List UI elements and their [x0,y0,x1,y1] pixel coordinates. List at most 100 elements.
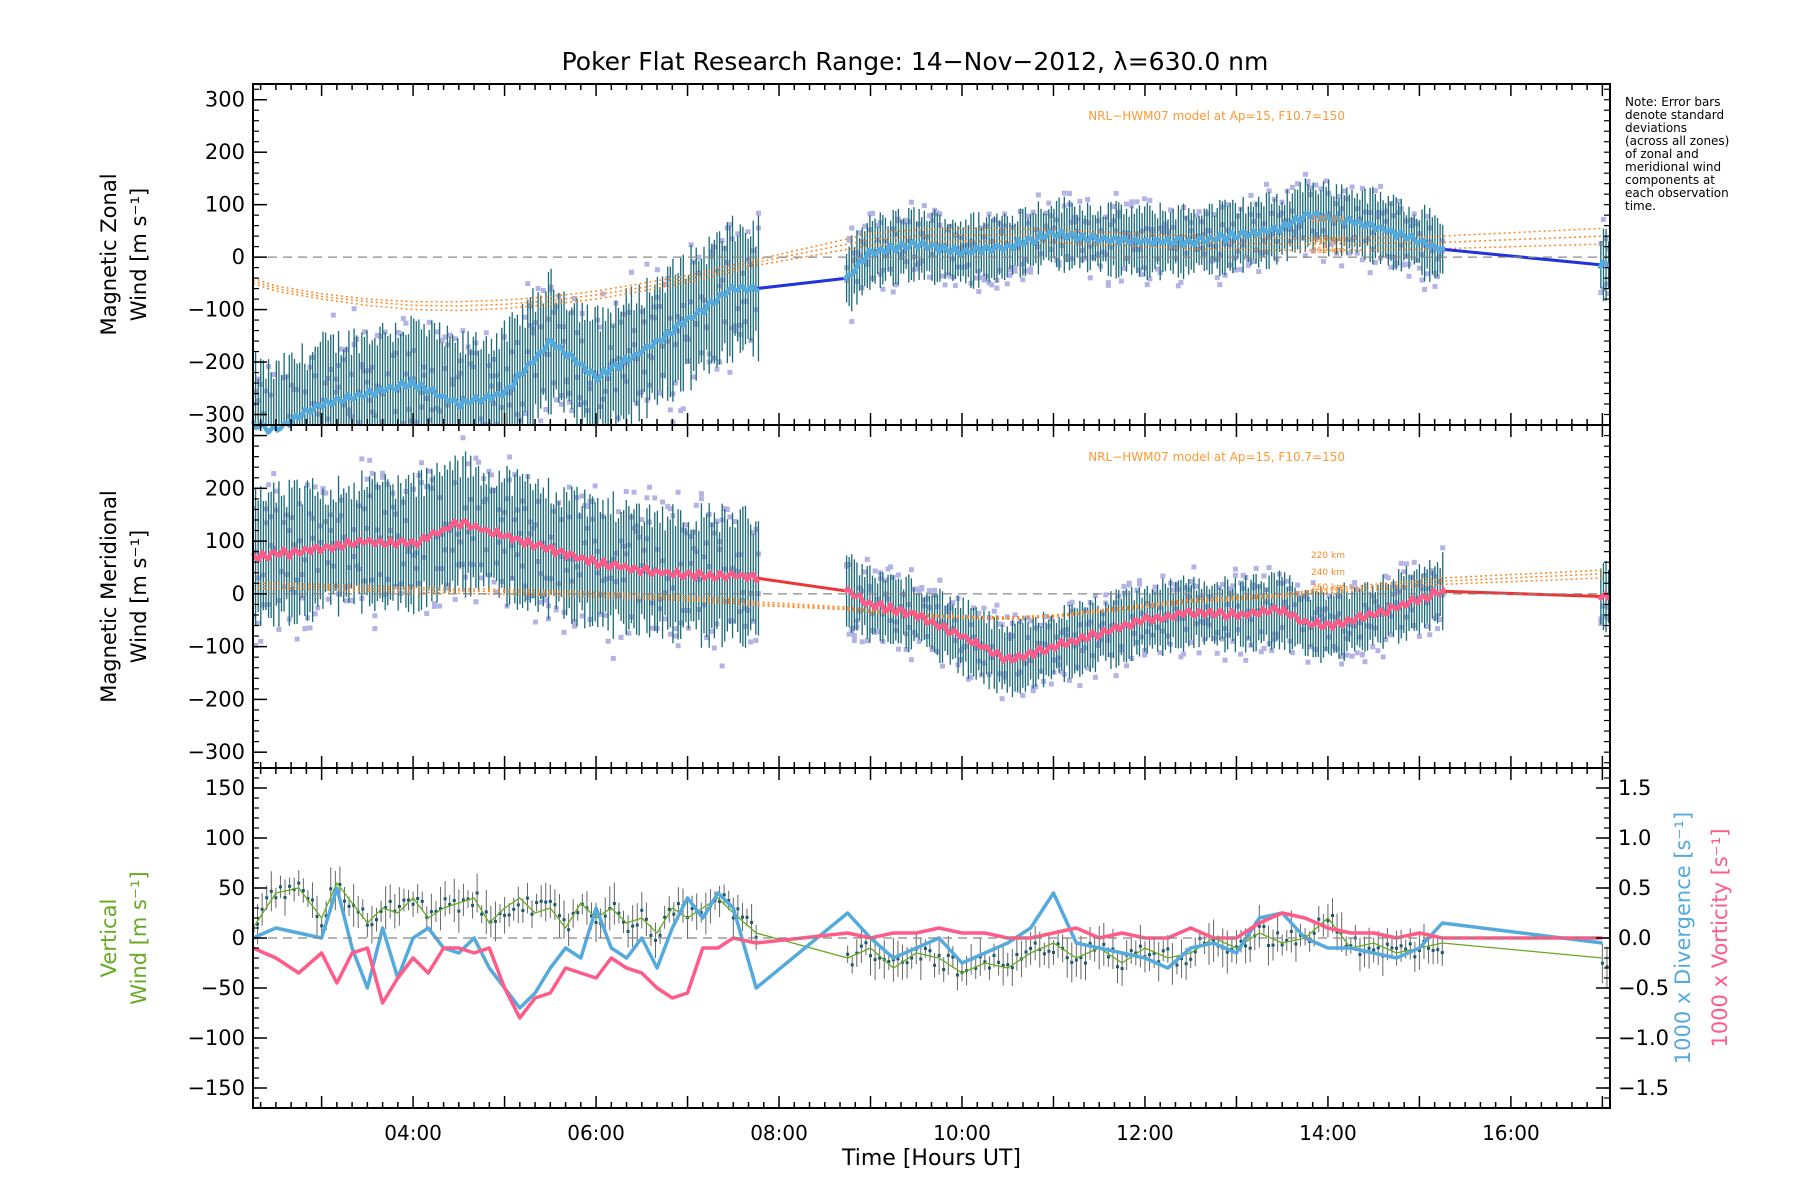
scatter-point [1124,663,1130,669]
vertical-point [690,906,694,910]
y2-tick-label: 1.0 [1618,826,1651,850]
model-height-label: 260 km [1311,583,1345,593]
scatter-point [344,432,349,437]
scatter-point [592,483,598,489]
scatter-point [294,636,300,642]
scatter-point [1212,212,1218,218]
scatter-point [1383,573,1389,579]
scatter-point [709,628,715,634]
interpolated-mean-line [756,276,848,291]
scatter-point [1012,265,1018,271]
scatter-point [593,451,598,456]
scatter-point [1191,564,1197,570]
scatter-point [1152,584,1158,590]
scatter-point [869,210,875,216]
scatter-point [476,459,482,465]
scatter-point [307,625,313,631]
scatter-point [566,484,572,490]
scatter-point [1232,572,1238,578]
scatter-point [921,203,927,209]
vertical-point [370,923,374,927]
vertical-point [910,956,914,960]
chart-title: Poker Flat Research Range: 14−Nov−2012, … [562,47,1269,76]
scatter-point [680,406,686,412]
y-axis-label: Vertical [97,899,121,978]
scatter-point [1310,580,1316,586]
vertical-point [407,898,411,902]
y-tick-label: 150 [205,776,245,800]
vertical-point [1605,965,1609,969]
scatter-point [691,374,697,380]
scatter-point [623,488,629,494]
scatter-point [282,429,287,434]
y-tick-label: 200 [205,476,245,500]
note-line: time. [1625,199,1656,213]
scatter-point [994,285,1000,291]
vertical-point [1440,951,1444,955]
vertical-point [1427,946,1431,950]
scatter-point [320,457,325,462]
vertical-point [905,961,909,965]
vertical-point [1239,939,1243,943]
scatter-point [849,319,855,325]
scatter-point [618,634,624,640]
vertical-point [1047,949,1051,953]
vertical-point [1344,944,1348,948]
note-line: deviations [1625,121,1687,135]
vertical-point [498,912,502,916]
scatter-point [1349,653,1355,659]
scatter-point [452,596,458,602]
scatter-point [1318,186,1324,192]
scatter-point [1168,207,1174,213]
vertical-point [535,901,539,905]
scatter-point [460,328,466,334]
scatter-point [481,461,486,466]
scatter-point [1339,263,1345,269]
scatter-point [323,490,329,496]
vertical-point [347,904,351,908]
vertical-point [1358,952,1362,956]
scatter-point [437,603,443,609]
vertical-point [663,915,667,919]
vertical-point [667,907,671,911]
interpolated-mean-line [1442,247,1603,267]
vertical-point [919,957,923,961]
scatter-point [1230,583,1236,589]
x-tick-label: 06:00 [567,1121,625,1145]
y2-tick-label: 1.5 [1618,776,1651,800]
scatter-point [1181,651,1187,657]
vertical-point [283,896,287,900]
interpolated-mean-line [755,576,848,593]
scatter-point [1305,659,1311,665]
scatter-point [517,432,522,437]
scatter-point [266,482,272,488]
vertical-point [603,914,607,918]
scatter-point [300,426,305,431]
y2-tick-label: −0.5 [1618,976,1669,1000]
scatter-point [1196,209,1202,215]
scatter-point [1383,637,1389,643]
vertical-point [1262,925,1266,929]
scatter-point [1126,580,1132,586]
scatter-point [1087,275,1093,281]
scatter-point [1121,584,1127,590]
x-tick-label: 10:00 [933,1121,991,1145]
scatter-point [647,484,653,490]
scatter-point [1012,612,1018,618]
scatter-point [488,472,494,478]
scatter-point [1139,272,1145,278]
vertical-point [471,903,475,907]
scatter-point [1238,651,1244,657]
vertical-point [379,909,383,913]
scatter-point [688,242,694,248]
scatter-point [1222,272,1228,278]
scatter-point [683,522,689,528]
vertical-point [530,912,534,916]
scatter-point [566,399,572,405]
model-240-line [252,234,1603,307]
scatter-point [937,577,943,583]
vertical-point [1372,948,1376,952]
scatter-point [981,605,987,611]
divergence-line [252,886,1603,1010]
scatter-point [367,457,373,463]
